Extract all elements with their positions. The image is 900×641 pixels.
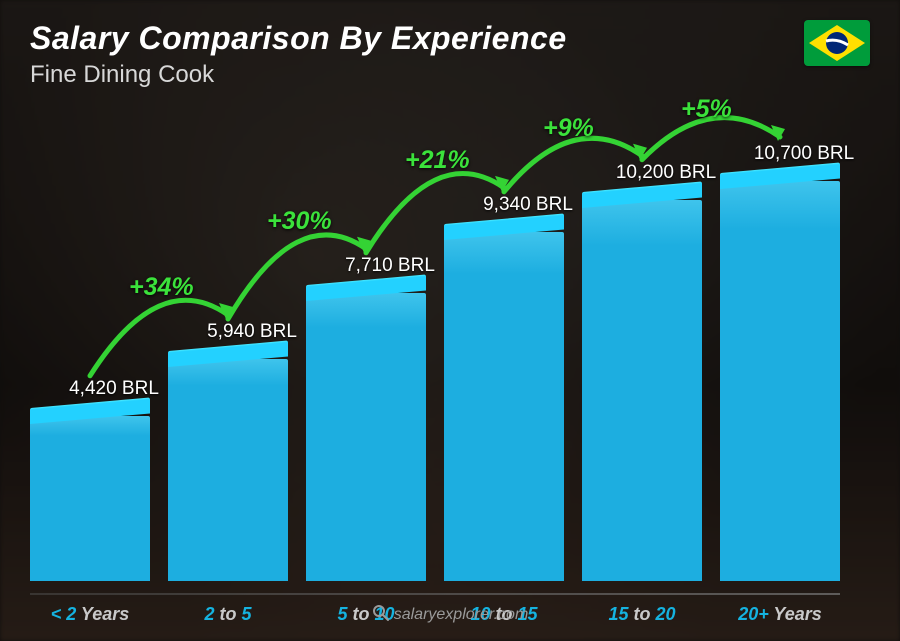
source-text: salaryexplorer.com <box>394 606 529 623</box>
x-axis-line <box>30 593 840 595</box>
page-subtitle: Fine Dining Cook <box>30 61 870 89</box>
percent-increase-label: +21% <box>405 146 470 175</box>
page-title: Salary Comparison By Experience <box>30 20 870 57</box>
bar: 10,200 BRL <box>582 200 702 581</box>
percent-increase-label: +5% <box>681 95 732 124</box>
percent-increase-label: +34% <box>129 273 194 302</box>
bar-wrap: 9,340 BRL <box>444 232 564 581</box>
bar: 9,340 BRL <box>444 232 564 581</box>
bar-wrap: 4,420 BRL <box>30 416 150 581</box>
bar-wrap: 5,940 BRL <box>168 359 288 581</box>
content-wrapper: Salary Comparison By Experience Fine Din… <box>0 0 900 641</box>
source-attribution: salaryexplorer.com <box>0 604 900 627</box>
country-flag-brazil <box>804 20 870 66</box>
bar: 7,710 BRL <box>306 293 426 581</box>
percent-increase-label: +9% <box>543 114 594 143</box>
bar: 4,420 BRL <box>30 416 150 581</box>
bar-value-label: 10,700 BRL <box>720 143 888 165</box>
percent-increase-label: +30% <box>267 207 332 236</box>
magnifier-icon <box>372 604 390 627</box>
bar-wrap: 10,700 BRL <box>720 181 840 581</box>
bar-chart: 4,420 BRL5,940 BRL7,710 BRL9,340 BRL10,2… <box>30 111 840 581</box>
bar: 10,700 BRL <box>720 181 840 581</box>
bar-wrap: 7,710 BRL <box>306 293 426 581</box>
bar: 5,940 BRL <box>168 359 288 581</box>
bar-wrap: 10,200 BRL <box>582 200 702 581</box>
